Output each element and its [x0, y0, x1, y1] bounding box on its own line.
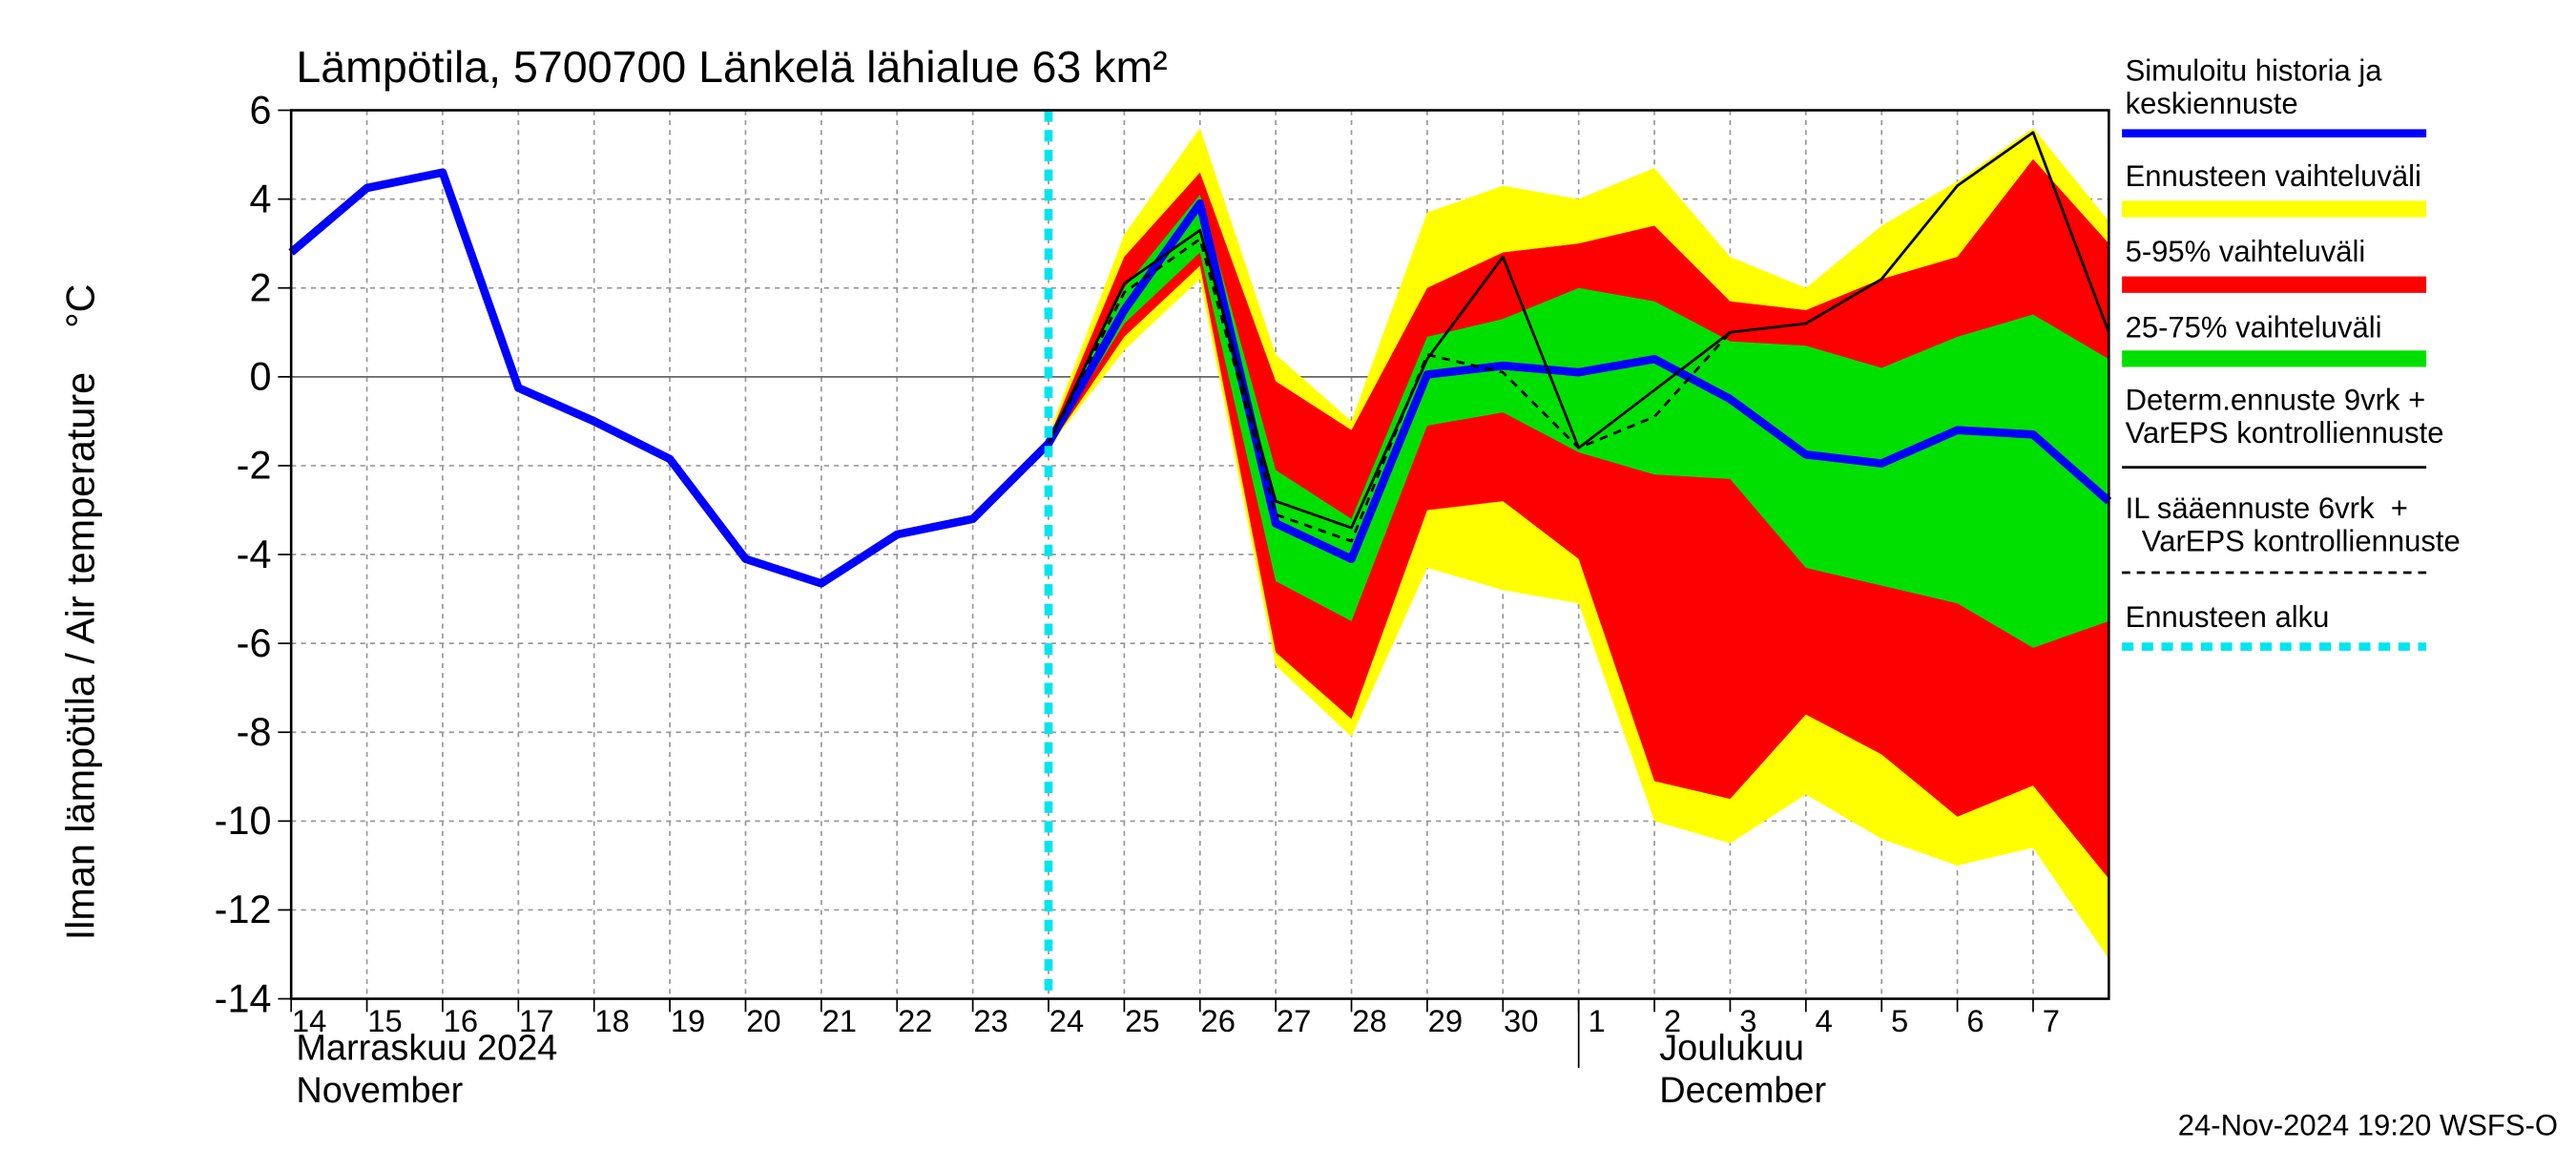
- y-tick-label: 0: [249, 355, 271, 399]
- x-tick-label: 4: [1816, 1003, 1833, 1038]
- x-tick-label: 16: [444, 1003, 478, 1038]
- month-label: November: [296, 1071, 463, 1111]
- x-tick-label: 24: [1049, 1003, 1084, 1038]
- x-tick-label: 6: [1966, 1003, 1984, 1038]
- x-tick-label: 5: [1891, 1003, 1908, 1038]
- series-line: [1047, 238, 1732, 543]
- x-tick-label: 18: [594, 1003, 629, 1038]
- y-tick-label: -12: [215, 888, 272, 931]
- forecast-band: [1048, 158, 2109, 879]
- x-tick-label: 3: [1739, 1003, 1756, 1038]
- y-tick-label: 4: [249, 177, 271, 220]
- legend-label: Simuloitu historia ja keskiennuste: [2126, 53, 2383, 119]
- month-label: Marraskuu 2024: [296, 1028, 557, 1068]
- series-line: [1047, 131, 2110, 530]
- y-tick-label: 6: [249, 88, 271, 132]
- series-line: [288, 168, 2112, 588]
- x-tick-label: 25: [1125, 1003, 1159, 1038]
- x-tick-label: 1: [1589, 1003, 1606, 1038]
- x-tick-label: 20: [746, 1003, 780, 1038]
- legend-label: 5-95% vaihteluväli: [2126, 235, 2366, 268]
- month-label: Joulukuu: [1659, 1028, 1804, 1068]
- forecast-band: [1048, 194, 2109, 648]
- y-tick-label: 2: [249, 266, 271, 310]
- x-tick-label: 2: [1664, 1003, 1681, 1038]
- x-tick-label: 19: [671, 1003, 705, 1038]
- y-tick-label: -8: [237, 710, 272, 754]
- y-tick-label: -10: [215, 799, 272, 843]
- y-axis-label: Ilman lämpötila / Air temperature °C: [58, 284, 102, 941]
- footer: 24-Nov-2024 19:20 WSFS-O: [2178, 1109, 2558, 1142]
- x-tick-label: 28: [1352, 1003, 1386, 1038]
- x-tick-label: 23: [973, 1003, 1008, 1038]
- x-tick-label: 17: [519, 1003, 553, 1038]
- legend-label: Determ.ennuste 9vrk + VarEPS kontrollienn…: [2126, 383, 2444, 449]
- x-tick-label: 26: [1201, 1003, 1236, 1038]
- x-tick-label: 22: [898, 1003, 932, 1038]
- legend-label: Ennusteen alku: [2126, 600, 2330, 634]
- y-tick-label: -2: [237, 444, 272, 488]
- chart-title: Lämpötila, 5700700 Länkelä lähialue 63 k…: [296, 42, 1167, 92]
- legend-label: 25-75% vaihteluväli: [2126, 310, 2382, 344]
- legend-label: Ennusteen vaihteluväli: [2126, 159, 2421, 193]
- y-tick-label: -14: [215, 976, 272, 1020]
- x-tick-label: 15: [367, 1003, 402, 1038]
- plot-area: [288, 109, 2112, 1000]
- x-tick-label: 27: [1277, 1003, 1311, 1038]
- x-tick-label: 7: [2043, 1003, 2060, 1038]
- month-label: December: [1659, 1071, 1826, 1111]
- x-tick-label: 14: [292, 1003, 326, 1038]
- x-tick-label: 30: [1504, 1003, 1538, 1038]
- legend-label: IL sääennuste 6vrk + VarEPS kontrollienn…: [2126, 491, 2461, 557]
- x-tick-label: 21: [822, 1003, 857, 1038]
- x-tick-label: 29: [1428, 1003, 1463, 1038]
- y-tick-label: -4: [237, 533, 272, 576]
- y-tick-label: -6: [237, 621, 272, 665]
